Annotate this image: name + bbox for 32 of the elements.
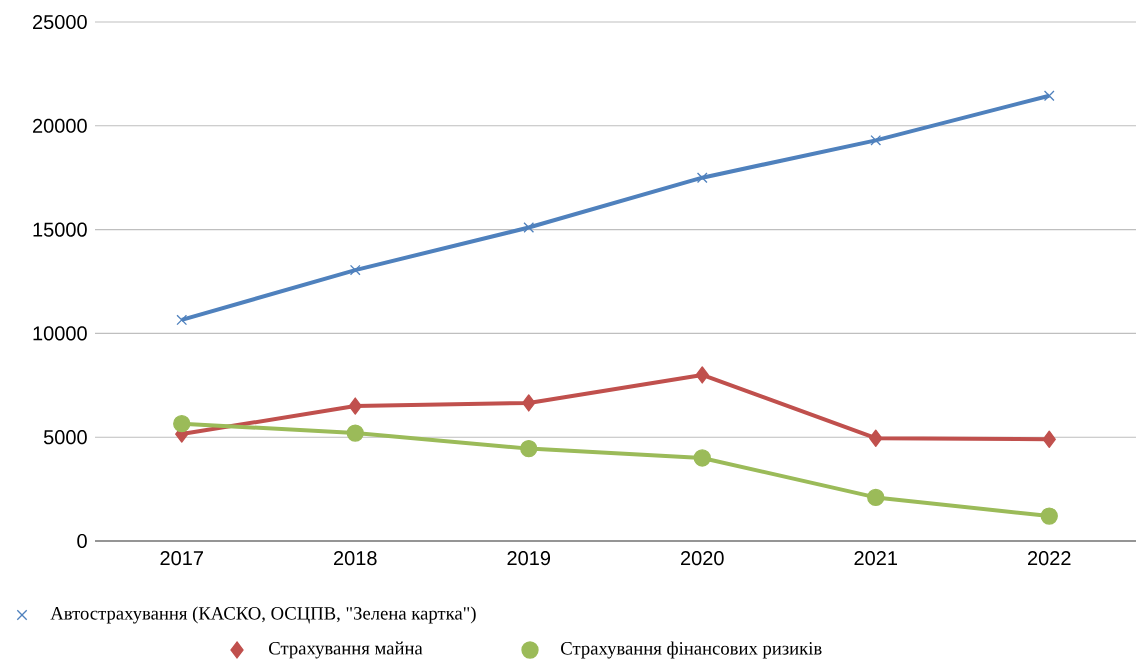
point (1040, 507, 1058, 525)
point (520, 439, 538, 458)
y-tick-label: 5000 (43, 430, 87, 445)
legend-label: Страхування майна (269, 641, 423, 659)
point (522, 394, 536, 412)
point (173, 415, 191, 433)
legend-label: Автострахування (КАСКО, ОСЦПВ, "Зелена картка") (50, 606, 476, 624)
legend-label: Страхування фінансових ризиків (561, 641, 822, 659)
point (1043, 90, 1055, 102)
y-tick-label: 10000 (33, 326, 87, 341)
point (693, 449, 711, 467)
point (523, 222, 535, 233)
y-tick-label: 0 (77, 533, 87, 549)
x-tick-label: 2019 (507, 551, 551, 566)
point (1042, 430, 1056, 448)
point (870, 134, 882, 146)
x-tick-label: 2017 (160, 551, 203, 566)
y-tick-label: 25000 (33, 14, 87, 30)
point (867, 488, 885, 507)
point (349, 264, 361, 276)
y-tick-label: 15000 (33, 222, 87, 237)
point (696, 172, 708, 184)
point (348, 397, 362, 415)
x-tick-label: 2021 (854, 551, 898, 566)
x-tick-label: 2018 (334, 551, 377, 566)
x-tick-label: 2022 (1028, 551, 1071, 566)
x-tick-label: 2020 (681, 551, 724, 566)
point (869, 429, 883, 447)
point (176, 314, 188, 326)
point (346, 424, 364, 442)
y-tick-label: 20000 (33, 118, 87, 133)
point (695, 366, 709, 384)
